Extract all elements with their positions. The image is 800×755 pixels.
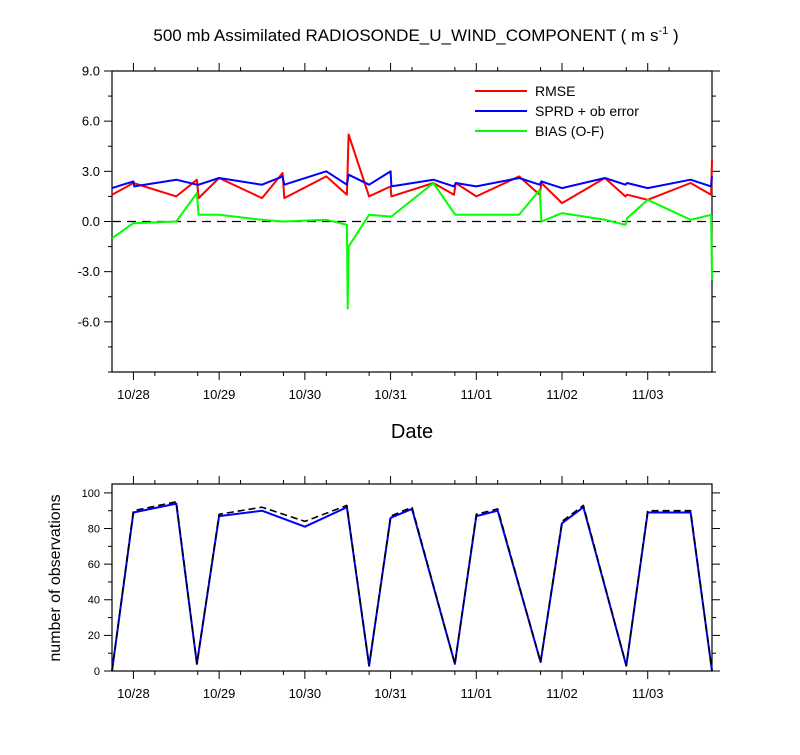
y-tick-label: 0 xyxy=(94,666,100,678)
chart-title-main: 500 mb Assimilated RADIOSONDE_U_WIND_COM… xyxy=(153,26,658,45)
series-line-observations-possible xyxy=(111,500,713,672)
x-tick-label: 11/03 xyxy=(632,387,664,402)
x-tick-label: 10/28 xyxy=(117,387,150,402)
y-tick-label: 9.0 xyxy=(82,64,100,79)
x-tick-label: 10/31 xyxy=(374,387,407,402)
x-tick-label: 10/28 xyxy=(117,686,150,701)
x-tick-label: 11/02 xyxy=(546,387,578,402)
series-line-bias-o-f xyxy=(111,182,713,310)
x-tick-label: 11/01 xyxy=(460,387,492,402)
x-tick-label: 11/01 xyxy=(460,686,492,701)
y-tick-label: 100 xyxy=(82,488,100,500)
y-tick-label: 6.0 xyxy=(82,114,100,129)
y-tick-label: 40 xyxy=(88,595,100,607)
y-tick-label: 0.0 xyxy=(82,214,100,229)
rmse-spread-bias-panel: 10/28 10/29 10/30 10/31 11/01 11/02 11/03 -6.0 -… xyxy=(78,63,720,402)
x-tick-label: 10/29 xyxy=(203,686,236,701)
y-tick-label: 3.0 xyxy=(82,164,100,179)
chart-title: 500 mb Assimilated RADIOSONDE_U_WIND_COM… xyxy=(153,25,678,45)
legend-entry: BIAS (O-F) xyxy=(535,123,604,139)
y-tick-label: -3.0 xyxy=(78,264,100,279)
x-tick-label: 10/29 xyxy=(203,387,236,402)
chart-title-end: ) xyxy=(668,26,678,45)
y-tick-label: 80 xyxy=(88,523,100,535)
series-line-rmse xyxy=(111,133,713,205)
y-tick-label: -6.0 xyxy=(78,314,100,329)
legend-entry: RMSE xyxy=(535,83,575,99)
x-tick-label: 10/30 xyxy=(289,387,322,402)
x-tick-label: 11/03 xyxy=(632,686,664,701)
series-line-sprd-ob-error xyxy=(111,170,713,190)
x-tick-label: 10/31 xyxy=(374,686,407,701)
x-tick-label: 11/02 xyxy=(546,686,578,701)
x-axis-label: Date xyxy=(391,421,433,443)
y-axis-label-observations: number of observations xyxy=(47,494,64,661)
x-tick-label: 10/30 xyxy=(289,686,322,701)
legend-entry: SPRD + ob error xyxy=(535,103,639,119)
observation-count-panel: 10/28 10/29 10/30 10/31 11/01 11/02 11/03 0 20 40… xyxy=(82,476,720,701)
y-tick-label: 20 xyxy=(88,630,100,642)
y-tick-label: 60 xyxy=(88,559,100,571)
chart-title-superscript: -1 xyxy=(658,25,668,37)
series-line-observations-used xyxy=(111,502,713,672)
